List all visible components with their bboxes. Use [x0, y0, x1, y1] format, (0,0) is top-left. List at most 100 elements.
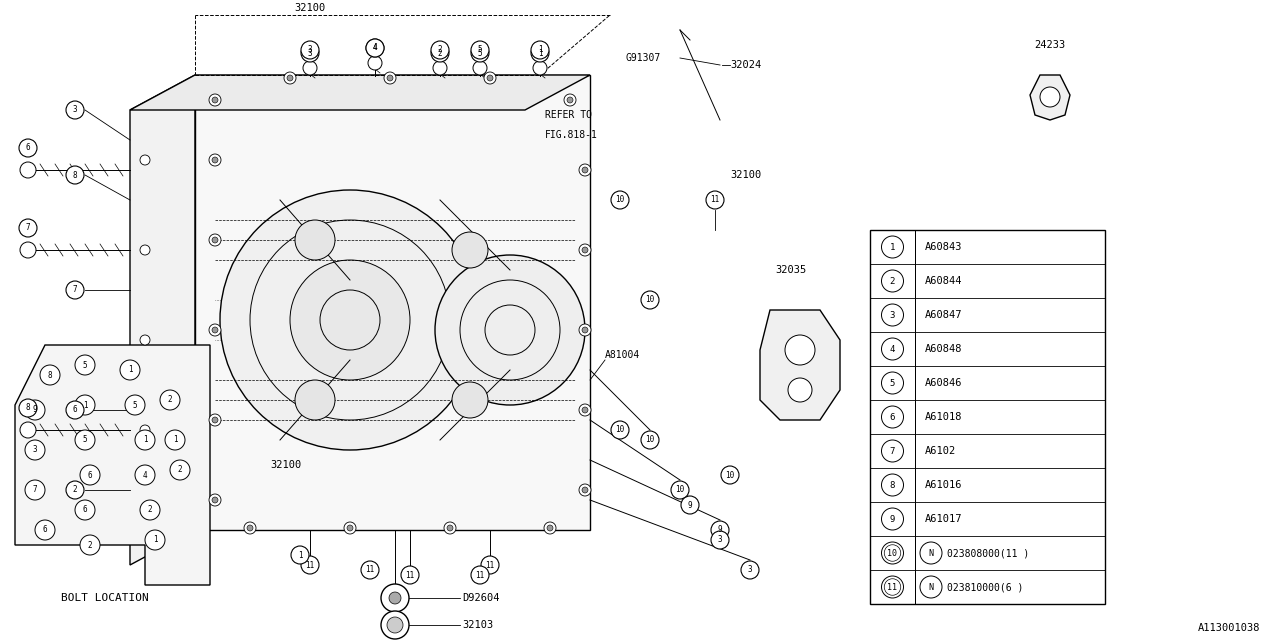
Text: 9: 9	[687, 500, 692, 509]
Text: A61017: A61017	[925, 514, 963, 524]
Text: A61018: A61018	[925, 412, 963, 422]
Circle shape	[452, 382, 488, 418]
Circle shape	[125, 395, 145, 415]
Circle shape	[641, 431, 659, 449]
Text: 10: 10	[616, 426, 625, 435]
Circle shape	[140, 245, 150, 255]
Circle shape	[579, 324, 591, 336]
Circle shape	[209, 154, 221, 166]
Circle shape	[212, 237, 218, 243]
Circle shape	[361, 561, 379, 579]
Circle shape	[882, 372, 904, 394]
Text: A61016: A61016	[925, 480, 963, 490]
Text: A60847: A60847	[925, 310, 963, 320]
Text: 3: 3	[748, 566, 753, 575]
Circle shape	[481, 556, 499, 574]
Circle shape	[170, 460, 189, 480]
Circle shape	[212, 97, 218, 103]
Text: 7: 7	[890, 447, 895, 456]
Circle shape	[244, 522, 256, 534]
Circle shape	[294, 380, 335, 420]
Circle shape	[579, 404, 591, 416]
Text: 9: 9	[33, 406, 37, 415]
Text: 1: 1	[538, 49, 543, 58]
Text: 4: 4	[372, 44, 378, 52]
Circle shape	[20, 422, 36, 438]
Text: 5: 5	[477, 49, 483, 58]
Circle shape	[19, 399, 37, 417]
Text: 9: 9	[718, 525, 722, 534]
Text: 3: 3	[718, 536, 722, 545]
Text: 10: 10	[616, 195, 625, 205]
Circle shape	[140, 155, 150, 165]
Text: 2: 2	[438, 49, 443, 58]
Polygon shape	[1030, 75, 1070, 120]
Circle shape	[212, 157, 218, 163]
Text: A81004: A81004	[605, 350, 640, 360]
Text: 11: 11	[887, 582, 897, 591]
Circle shape	[785, 335, 815, 365]
Circle shape	[20, 242, 36, 258]
Text: 4: 4	[142, 470, 147, 479]
Text: 10: 10	[645, 296, 654, 305]
Text: 1: 1	[538, 45, 543, 54]
Text: 32103: 32103	[462, 620, 493, 630]
Text: 5: 5	[133, 401, 137, 410]
Text: 2: 2	[147, 506, 152, 515]
Text: 11: 11	[306, 561, 315, 570]
Circle shape	[120, 360, 140, 380]
Text: 4: 4	[372, 44, 378, 52]
Circle shape	[579, 164, 591, 176]
Text: 1: 1	[142, 435, 147, 445]
Text: 6: 6	[42, 525, 47, 534]
Circle shape	[920, 576, 942, 598]
Circle shape	[532, 61, 547, 75]
Text: 10: 10	[645, 435, 654, 445]
Circle shape	[40, 365, 60, 385]
Text: 24233: 24233	[1034, 40, 1066, 50]
Circle shape	[67, 101, 84, 119]
Circle shape	[26, 480, 45, 500]
Text: 2: 2	[168, 396, 173, 404]
Circle shape	[681, 496, 699, 514]
Text: 2: 2	[178, 465, 182, 474]
Circle shape	[401, 566, 419, 584]
Circle shape	[431, 41, 449, 59]
Circle shape	[247, 525, 253, 531]
Text: 6: 6	[26, 143, 31, 152]
Text: 7: 7	[26, 223, 31, 232]
Text: 8: 8	[26, 403, 31, 413]
Bar	[870, 230, 1105, 604]
Circle shape	[347, 525, 353, 531]
Circle shape	[582, 247, 588, 253]
Circle shape	[444, 522, 456, 534]
Circle shape	[366, 39, 384, 57]
Text: 32100: 32100	[730, 170, 762, 180]
Polygon shape	[131, 75, 195, 565]
Circle shape	[67, 281, 84, 299]
Text: 2: 2	[88, 541, 92, 550]
Text: 8: 8	[47, 371, 52, 380]
Text: 1: 1	[890, 243, 895, 252]
Circle shape	[79, 535, 100, 555]
Circle shape	[209, 494, 221, 506]
Circle shape	[76, 395, 95, 415]
Circle shape	[431, 44, 449, 62]
Text: N: N	[928, 582, 933, 591]
Circle shape	[710, 521, 730, 539]
Circle shape	[582, 327, 588, 333]
Polygon shape	[15, 345, 210, 585]
Circle shape	[19, 139, 37, 157]
Text: 2: 2	[438, 45, 443, 54]
Circle shape	[721, 466, 739, 484]
Circle shape	[301, 44, 319, 62]
Circle shape	[471, 41, 489, 59]
Text: 2: 2	[73, 486, 77, 495]
Circle shape	[389, 592, 401, 604]
Text: G91307: G91307	[625, 53, 660, 63]
Circle shape	[531, 44, 549, 62]
Circle shape	[35, 520, 55, 540]
Text: 6: 6	[890, 413, 895, 422]
Text: 32024: 32024	[730, 60, 762, 70]
Text: 3: 3	[890, 310, 895, 319]
